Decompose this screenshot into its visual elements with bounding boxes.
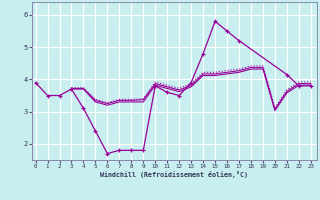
X-axis label: Windchill (Refroidissement éolien,°C): Windchill (Refroidissement éolien,°C) [100,171,248,178]
